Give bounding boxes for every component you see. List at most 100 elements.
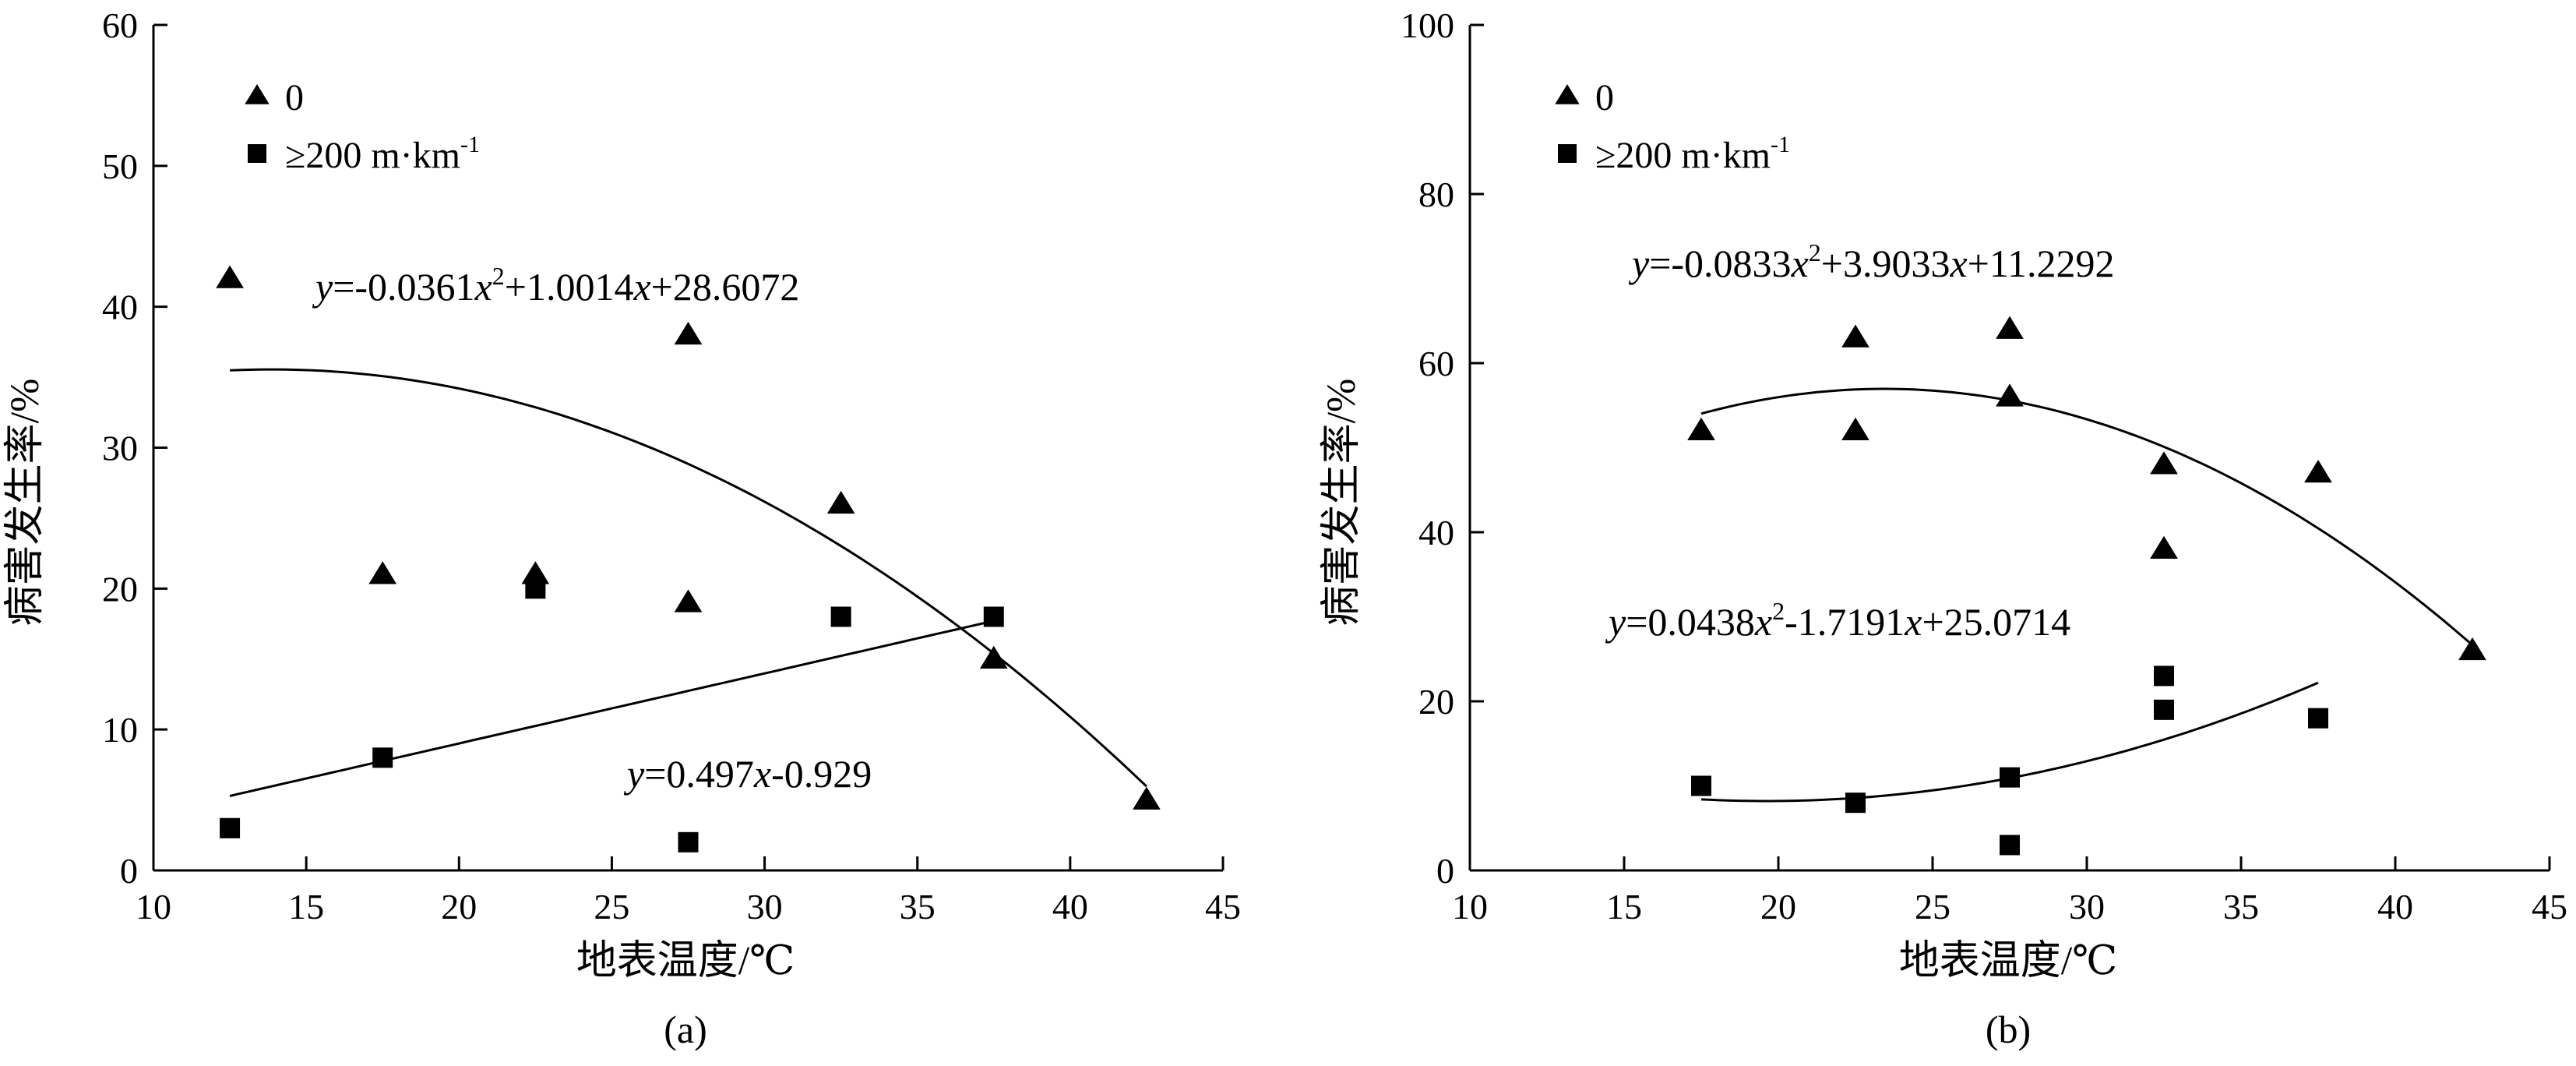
y-tick-label: 80 [1418,175,1454,214]
data-point-square [525,578,546,599]
equation-variable: y [623,752,645,796]
fit-curve-series-0 [1700,387,2473,646]
y-tick-label: 10 [102,710,138,750]
x-tick-label: 15 [288,887,324,927]
data-point-square [2000,835,2020,856]
equation-term: +1.0014 [505,265,634,309]
data-point-square [830,606,851,627]
fit-curve-series-1 [229,619,995,797]
data-point-triangle [979,645,1008,669]
y-tick-label: 0 [120,851,138,891]
equation-variable: x [1949,242,1967,285]
equation-term: =-0.0833 [1649,242,1791,285]
equation-exponent: 2 [1772,597,1785,625]
y-tick-label: 20 [1418,682,1454,722]
x-tick-label: 10 [1452,887,1488,927]
y-axis-title: 病害发生率/% [3,379,48,627]
equation-term: +25.0714 [1922,600,2070,644]
equation-label-0: y=-0.0833x2+3.9033x+11.2292 [1628,238,2115,285]
chart-panel-a: 10 15 20 25 30 35 40 450102030405060地表温度/℃病害发生率… [3,5,1241,1051]
y-tick-label: 40 [102,288,138,327]
equation-variable: x [753,752,771,796]
y-tick-label: 50 [102,146,138,186]
equation-variable: x [1791,242,1809,285]
panel-label: (a) [664,1008,707,1051]
data-point-square [2308,708,2328,729]
data-point-triangle [2304,460,2332,483]
equation-term: =-0.0361 [333,265,474,309]
legend-unit-superscript: -1 [1771,132,1790,157]
equation-variable: y [312,265,333,309]
equation-term: -0.929 [771,752,872,796]
x-tick-label: 45 [2532,887,2567,927]
equation-exponent: 2 [1809,238,1821,266]
y-tick-label: 30 [102,429,138,468]
x-tick-label: 25 [594,887,629,927]
x-tick-label: 35 [900,887,936,927]
data-point-triangle [1996,316,2024,339]
x-tick-label: 25 [1915,887,1951,927]
y-tick-label: 60 [1418,344,1454,383]
data-point-triangle [521,561,550,584]
data-point-square [2154,699,2174,720]
data-point-triangle [1996,383,2024,407]
equation-label-1: y=0.497x-0.929 [623,752,872,796]
legend-label-200: ≥200 m·km-1 [1595,132,1790,176]
data-point-triangle [216,265,244,288]
x-tick-label: 45 [1205,887,1241,927]
equation-variable: x [1754,600,1772,644]
data-point-triangle [2150,451,2178,475]
x-tick-label: 40 [1052,887,1088,927]
y-tick-label: 0 [1436,851,1454,891]
data-point-triangle [368,561,397,584]
data-point-square [372,747,393,768]
data-point-square [1691,775,1711,796]
data-point-triangle [2150,535,2178,559]
equation-variable: x [633,265,650,309]
panel-label: (b) [1986,1008,2031,1051]
legend-marker-triangle [1555,84,1580,104]
x-tick-label: 30 [2069,887,2105,927]
x-axis-title: 地表温度/℃ [576,939,795,983]
equation-variable: y [1628,242,1650,285]
equation-exponent: 2 [492,262,505,290]
equation-variable: y [1605,600,1626,644]
y-axis-title: 病害发生率/% [1320,379,1364,627]
equation-term: =0.0438 [1626,600,1755,644]
y-tick-label: 100 [1401,5,1454,45]
y-tick-label: 60 [102,5,138,45]
legend-marker-square [1558,144,1577,163]
legend-marker-triangle [245,84,270,104]
equation-term: +11.2292 [1968,242,2115,285]
data-point-triangle [674,589,703,612]
equation-term: =0.497 [644,752,754,796]
data-point-square [1845,792,1866,814]
x-tick-label: 20 [441,887,477,927]
data-point-square [983,606,1004,627]
legend-unit-superscript: -1 [460,132,480,157]
x-axis-title: 地表温度/℃ [1899,939,2118,983]
legend-label-0: 0 [285,77,304,118]
data-point-triangle [826,490,855,514]
equation-label-0: y=-0.0361x2+1.0014x+28.6072 [312,262,799,309]
legend-label-0: 0 [1595,77,1614,118]
equation-term: -1.7191 [1785,600,1905,644]
legend-label-200: ≥200 m·km-1 [285,132,480,176]
equation-term: +3.9033 [1821,242,1951,285]
x-tick-label: 35 [2223,887,2259,927]
x-tick-label: 40 [2377,887,2413,927]
equation-term: +28.6072 [651,265,800,309]
x-tick-label: 15 [1606,887,1642,927]
equation-variable: x [474,265,492,309]
data-point-square [2000,767,2020,788]
data-point-square [220,817,241,838]
data-point-square [2154,665,2174,687]
x-tick-label: 20 [1760,887,1796,927]
data-point-triangle [1687,417,1715,441]
chart-panel-b: 10 15 20 25 30 35 40 45020406080100地表温度/℃病害发生率/… [1320,5,2567,1051]
data-point-triangle [674,321,703,345]
x-tick-label: 10 [136,887,171,927]
y-tick-label: 40 [1418,513,1454,552]
equation-variable: x [1904,600,1922,644]
